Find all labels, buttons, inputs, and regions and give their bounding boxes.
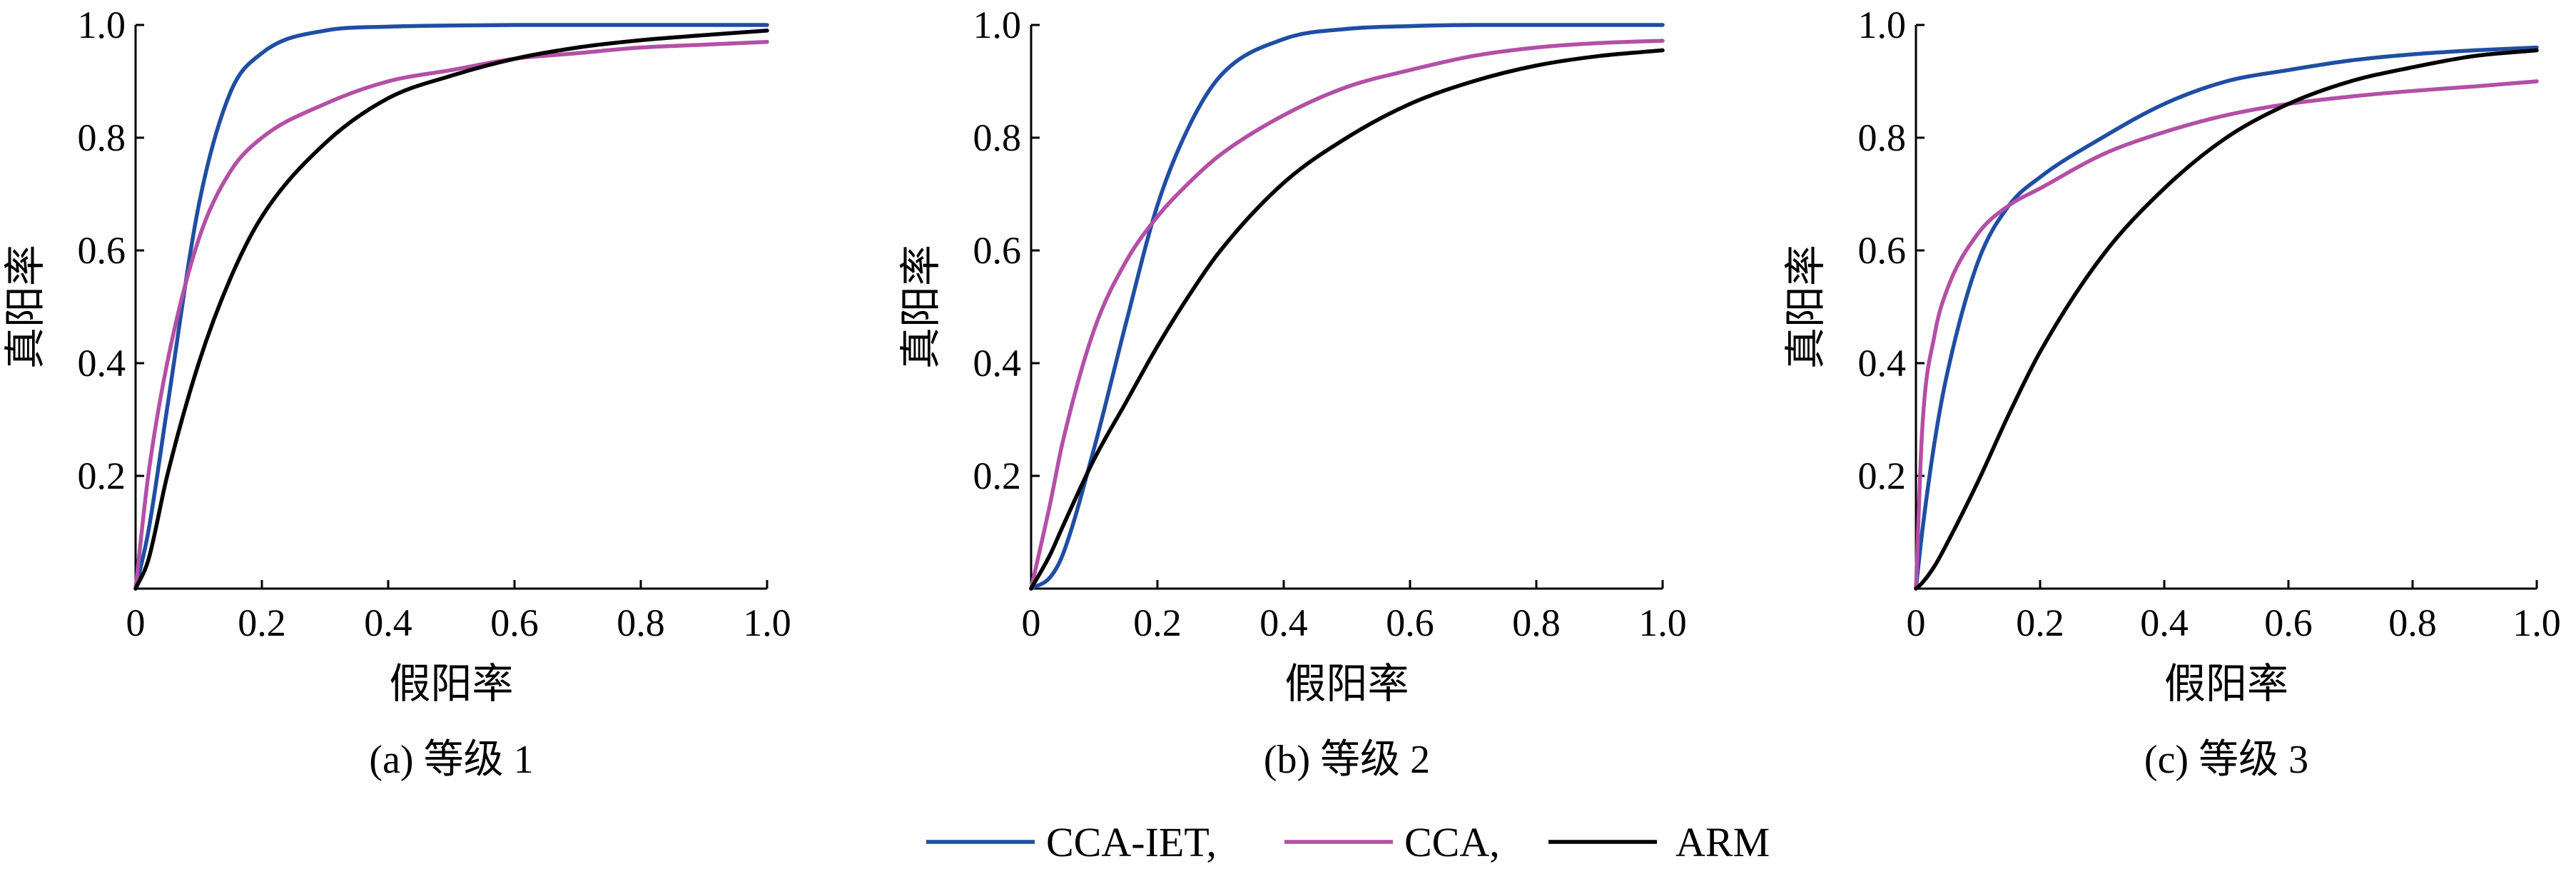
x-tick-label: 0 <box>126 601 146 644</box>
y-tick-label: 0.8 <box>78 116 126 159</box>
roc-curve-1 <box>1029 23 1665 591</box>
chart-panel-3: 0 0.2 0.4 0.6 0.8 1.0 0.2 0.4 0.6 0.8 1.0 假阳率 真阳率 (c)… <box>1781 4 2561 782</box>
roc-curve-2 <box>1029 39 1665 591</box>
x-axis-title: 假阳率 <box>389 659 513 708</box>
legend-label: CCA-IET, <box>1046 819 1217 865</box>
y-tick-label: 1.0 <box>973 4 1022 46</box>
x-tick-label: 0.4 <box>364 601 412 644</box>
y-tick-label: 0.6 <box>78 229 126 272</box>
x-tick-label: 0.2 <box>1133 601 1182 644</box>
x-tick-label: 1.0 <box>2512 601 2561 644</box>
y-axis-title: 真阳率 <box>1781 245 1830 369</box>
y-tick-label: 0.2 <box>1858 454 1907 497</box>
x-tick-label: 0.6 <box>1386 601 1434 644</box>
x-tick-label: 1.0 <box>1638 601 1687 644</box>
x-tick-label: 0.6 <box>2264 601 2313 644</box>
x-tick-label: 0.4 <box>2140 601 2189 644</box>
roc-curve-3 <box>1029 48 1665 591</box>
x-tick-label: 0.4 <box>1259 601 1308 644</box>
roc-curve-3 <box>133 29 769 591</box>
y-tick-label: 0.2 <box>78 454 126 497</box>
chart-panel-2: 0 0.2 0.4 0.6 0.8 1.0 0.2 0.4 0.6 0.8 1.0 假阳率 真阳率 (b)… <box>896 4 1687 782</box>
roc-curve-3 <box>1914 48 2539 591</box>
legend: CCA-IET, CCA, ARM <box>926 819 1770 865</box>
y-tick-label: 0.4 <box>973 342 1022 385</box>
roc-curve-1 <box>1914 45 2539 591</box>
x-axis-title: 假阳率 <box>1284 659 1409 708</box>
roc-curve-2 <box>133 39 769 591</box>
y-tick-label: 0.4 <box>1858 342 1907 385</box>
x-tick-label: 0.8 <box>617 601 665 644</box>
x-tick-label: 0.8 <box>2388 601 2437 644</box>
x-tick-label: 0 <box>1907 601 1926 644</box>
panel-caption: (a) 等级 1 <box>369 738 533 782</box>
y-tick-label: 0.6 <box>1858 229 1907 272</box>
roc-curve-1 <box>133 23 769 591</box>
chart-panel-1: 0 0.2 0.4 0.6 0.8 1.0 0.2 0.4 0.6 0.8 1.0 假阳率 真阳率 (a)… <box>1 4 791 782</box>
roc-curve-2 <box>1914 79 2539 591</box>
y-tick-label: 0.6 <box>973 229 1022 272</box>
legend-label: ARM <box>1675 819 1770 865</box>
y-tick-label: 1.0 <box>78 4 126 46</box>
y-tick-label: 0.8 <box>1858 116 1907 159</box>
panel-caption: (b) 等级 2 <box>1264 738 1430 782</box>
x-tick-label: 0 <box>1022 601 1041 644</box>
legend-label: CCA, <box>1404 819 1500 865</box>
panel-caption: (c) 等级 3 <box>2144 738 2308 782</box>
y-axis-title: 真阳率 <box>896 245 945 369</box>
x-axis-title: 假阳率 <box>2164 659 2288 708</box>
x-tick-label: 0.8 <box>1512 601 1561 644</box>
x-tick-label: 1.0 <box>743 601 791 644</box>
y-tick-label: 0.4 <box>78 342 126 385</box>
y-axis-title: 真阳率 <box>1 245 49 369</box>
x-tick-label: 0.2 <box>238 601 286 644</box>
x-tick-label: 0.2 <box>2016 601 2064 644</box>
y-tick-label: 0.2 <box>973 454 1022 497</box>
x-tick-label: 0.6 <box>490 601 539 644</box>
y-tick-label: 0.8 <box>973 116 1022 159</box>
y-tick-label: 1.0 <box>1858 4 1907 46</box>
